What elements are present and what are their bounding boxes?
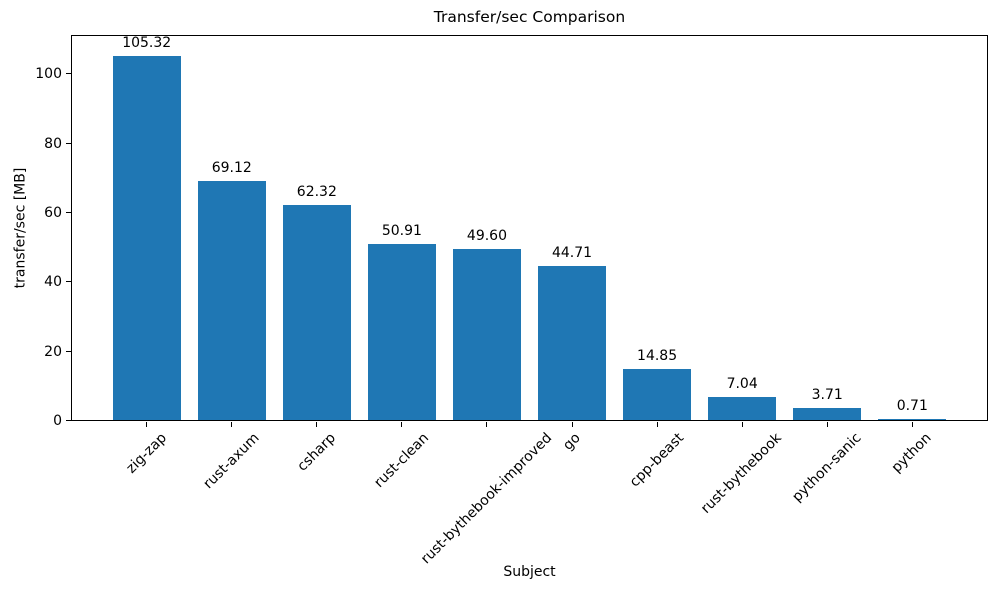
x-tick-mark [656,422,658,427]
bar-rust-bythebook-improved [452,248,521,420]
x-tick-label-python: python [888,430,935,476]
x-tick-mark [486,422,488,427]
y-tick-mark [66,73,71,75]
bar-rust-axum [197,181,266,420]
bar-rust-clean [367,244,436,420]
y-tick-label: 40 [44,274,62,291]
x-tick-mark [741,422,743,427]
y-tick-mark [66,420,71,421]
x-tick-label-rust-bythebook-improved: rust-bythebook-improved [417,430,556,568]
x-tick-mark [316,422,318,427]
y-tick-label: 60 [44,204,62,221]
x-tick-mark [231,422,233,427]
bar-value-label: 49.60 [466,227,507,244]
y-tick-mark [66,211,71,213]
x-tick-mark [826,422,828,427]
x-tick-label-rust-axum: rust-axum [200,430,263,493]
bar-python [878,418,947,420]
bar-cpp-beast [623,369,692,420]
x-tick-label-go: go [559,430,584,454]
x-tick-label-csharp: csharp [294,430,339,475]
bar-value-label: 3.71 [811,387,843,404]
bar-csharp [282,204,351,420]
bar-value-label: 0.71 [896,397,928,414]
bar-rust-bythebook [708,396,777,420]
bar-zig-zap [112,55,181,420]
bar-value-label: 50.91 [381,223,422,240]
bar-value-label: 44.71 [551,244,593,261]
bar-value-label: 62.32 [296,183,337,200]
bar-go [538,265,607,420]
y-tick-label: 100 [35,66,62,83]
y-tick-label: 20 [44,343,62,360]
chart-title: Transfer/sec Comparison [433,8,626,26]
y-axis-label: transfer/sec [MB] [12,167,29,289]
y-tick-label: 80 [44,135,62,152]
y-tick-label: 0 [53,413,62,429]
x-tick-label-rust-clean: rust-clean [371,430,432,491]
x-axis-label: Subject [503,564,556,580]
y-tick-mark [66,350,71,352]
x-tick-mark [401,422,403,427]
x-tick-mark [146,422,148,427]
x-tick-label-zig-zap: zig-zap [123,430,170,477]
bar-value-label: 14.85 [637,348,678,365]
x-tick-label-rust-bythebook: rust-bythebook [698,430,786,517]
bar-value-label: 105.32 [122,34,172,51]
y-tick-mark [66,281,71,283]
bar-value-label: 7.04 [726,375,758,392]
x-tick-label-cpp-beast: cpp-beast [626,430,687,491]
x-tick-mark [911,422,913,427]
bar-python-sanic [793,408,862,420]
x-tick-label-python-sanic: python-sanic [789,430,865,506]
bar-value-label: 69.12 [211,160,252,177]
x-tick-mark [571,422,573,427]
y-tick-mark [66,142,71,144]
